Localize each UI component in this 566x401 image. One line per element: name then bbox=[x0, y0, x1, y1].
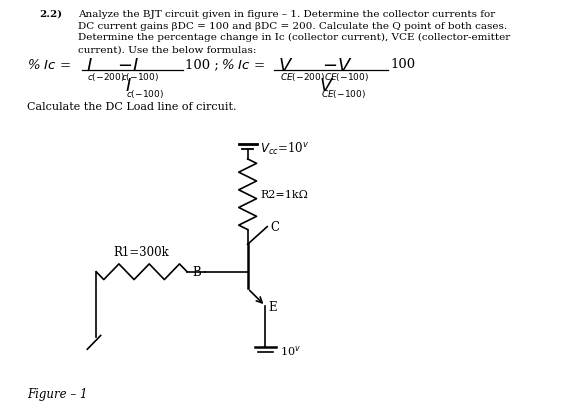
Text: $-I$: $-I$ bbox=[117, 57, 139, 75]
Text: $V$: $V$ bbox=[278, 57, 293, 75]
Text: R2=1kΩ: R2=1kΩ bbox=[260, 190, 308, 200]
Text: $c(-100)$: $c(-100)$ bbox=[126, 88, 164, 100]
Text: $I$: $I$ bbox=[85, 57, 92, 75]
Text: current). Use the below formulas:: current). Use the below formulas: bbox=[79, 45, 257, 54]
Text: Figure – 1: Figure – 1 bbox=[27, 387, 87, 399]
Text: $CE(-100)$: $CE(-100)$ bbox=[324, 71, 369, 83]
Text: 100: 100 bbox=[390, 58, 415, 71]
Text: $V_{cc}$=10$^v$: $V_{cc}$=10$^v$ bbox=[260, 141, 310, 157]
Text: DC current gains βDC = 100 and βDC = 200. Calculate the Q point of both cases.: DC current gains βDC = 100 and βDC = 200… bbox=[79, 22, 508, 30]
Text: C: C bbox=[270, 221, 279, 233]
Text: R1=300k: R1=300k bbox=[114, 245, 169, 258]
Text: Determine the percentage change in Ic (collector current), VCE (collector-emitte: Determine the percentage change in Ic (c… bbox=[79, 33, 511, 43]
Text: $c(-200)$: $c(-200)$ bbox=[87, 71, 125, 83]
Text: $V$: $V$ bbox=[319, 76, 335, 94]
Text: $CE(-100)$: $CE(-100)$ bbox=[321, 88, 366, 100]
Text: 10$^v$: 10$^v$ bbox=[280, 343, 301, 357]
Text: B: B bbox=[192, 265, 201, 279]
Text: Analyze the BJT circuit given in figure – 1. Determine the collector currents fo: Analyze the BJT circuit given in figure … bbox=[79, 10, 496, 19]
Text: % $Ic$ =: % $Ic$ = bbox=[27, 58, 71, 71]
Text: $CE(-200)$: $CE(-200)$ bbox=[280, 71, 325, 83]
Text: E: E bbox=[268, 300, 277, 313]
Text: 2.2): 2.2) bbox=[39, 10, 62, 19]
Text: $I$: $I$ bbox=[125, 76, 131, 94]
Text: $-V$: $-V$ bbox=[323, 57, 353, 75]
Text: Calculate the DC Load line of circuit.: Calculate the DC Load line of circuit. bbox=[27, 102, 236, 112]
Text: 100 ;: 100 ; bbox=[185, 58, 219, 71]
Text: % $Ic$ =: % $Ic$ = bbox=[221, 58, 265, 71]
Text: $c(-100)$: $c(-100)$ bbox=[121, 71, 159, 83]
